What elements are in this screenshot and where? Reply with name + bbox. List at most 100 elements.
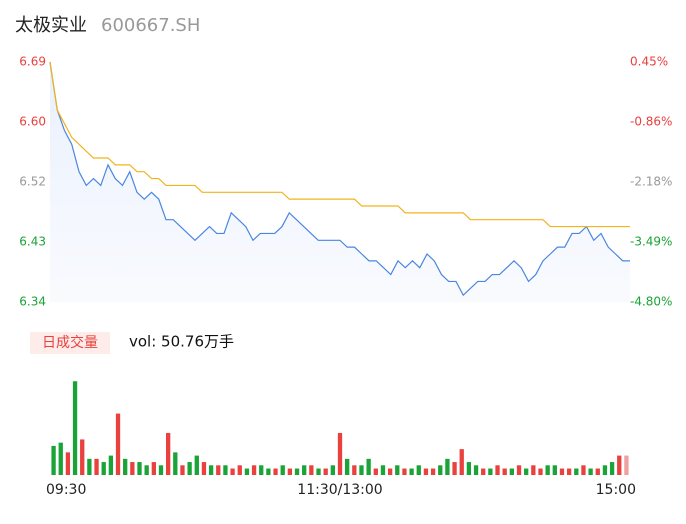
- volume-bar: [158, 465, 164, 475]
- volume-bar: [488, 468, 493, 475]
- volume-bar: [259, 465, 264, 475]
- volume-badge: [30, 332, 110, 354]
- volume-bar: [323, 468, 328, 475]
- volume-bar: [208, 465, 214, 475]
- volume-bar: [87, 458, 92, 475]
- volume-bar: [516, 465, 522, 475]
- volume-bar: [273, 468, 278, 475]
- price-area: [50, 62, 630, 302]
- y2-tick-label: 0.45%: [630, 55, 668, 69]
- volume-bar: [101, 462, 106, 475]
- volume-bar: [173, 452, 178, 475]
- volume-bar: [123, 458, 128, 475]
- volume-bar: [473, 465, 479, 475]
- volume-bar: [566, 468, 572, 475]
- volume-bar: [524, 468, 529, 475]
- volume-bar: [402, 468, 407, 475]
- volume-bar: [409, 468, 414, 475]
- volume-bar: [481, 468, 486, 475]
- volume-bar: [287, 468, 293, 475]
- volume-title: 日成交量: [42, 334, 98, 351]
- volume-bar: [166, 432, 171, 475]
- volume-bar: [538, 468, 543, 475]
- stock-code: 600667.SH: [101, 15, 200, 36]
- volume-bar: [609, 462, 615, 475]
- stock-name: 太极实业: [15, 15, 87, 36]
- volume-bar: [416, 465, 421, 475]
- volume-bar: [80, 439, 85, 475]
- volume-bar: [452, 462, 457, 475]
- volume-bar: [144, 465, 149, 475]
- y2-tick-label: -2.18%: [630, 175, 672, 189]
- y2-tick-label: -3.49%: [630, 235, 672, 249]
- volume-bar: [509, 468, 514, 475]
- volume-bar: [151, 462, 156, 475]
- volume-bar: [423, 468, 429, 475]
- volume-bar: [180, 465, 185, 475]
- volume-bar: [266, 468, 271, 475]
- volume-bar: [574, 468, 579, 475]
- volume-bar: [302, 465, 307, 475]
- volume-bar: [602, 465, 608, 475]
- volume-bar: [330, 465, 335, 475]
- y2-tick-label: -0.86%: [630, 115, 672, 129]
- volume-bar: [430, 468, 436, 475]
- volume-bar: [237, 465, 242, 475]
- volume-bar: [294, 468, 300, 475]
- volume-bar: [502, 468, 507, 475]
- volume-bar: [194, 455, 199, 475]
- volume-bar: [380, 465, 386, 475]
- y-tick-label: 6.34: [19, 295, 46, 309]
- volume-bar: [466, 462, 472, 475]
- price-line: [49, 61, 630, 297]
- volume-total: vol: 50.76万手: [129, 333, 234, 351]
- volume-bar: [581, 465, 586, 475]
- volume-bar: [337, 432, 343, 475]
- volume-bar: [595, 468, 600, 475]
- volume-bar: [387, 468, 393, 475]
- volume-bar: [531, 465, 536, 475]
- volume-bar: [316, 468, 321, 475]
- volume-bar: [115, 413, 121, 475]
- volume-bar: [309, 465, 314, 475]
- volume-bar: [459, 449, 464, 475]
- volume-bar: [588, 468, 593, 475]
- x-tick-label: 11:30/13:00: [297, 482, 382, 498]
- volume-bar: [137, 462, 142, 475]
- volume-bar: [617, 455, 622, 475]
- volume-bar: [58, 442, 63, 475]
- volume-bar: [559, 468, 565, 475]
- y-tick-label: 6.43: [19, 235, 46, 249]
- volume-bar: [445, 458, 450, 475]
- volume-bar: [72, 381, 78, 475]
- volume-bar: [130, 462, 135, 475]
- volume-bar: [373, 468, 378, 475]
- x-tick-label: 09:30: [46, 482, 86, 498]
- volume-bar: [395, 465, 400, 475]
- volume-bar: [438, 465, 443, 475]
- volume-bar: [187, 462, 192, 475]
- volume-bar: [251, 465, 257, 475]
- volume-bar: [223, 465, 228, 475]
- volume-bar: [545, 465, 550, 475]
- volume-bar: [552, 465, 557, 475]
- volume-bar: [108, 455, 114, 475]
- y2-tick-label: -4.80%: [630, 295, 672, 309]
- volume-bar: [51, 445, 56, 475]
- volume-bar: [345, 458, 350, 475]
- volume-bar: [94, 458, 99, 475]
- y-tick-label: 6.60: [19, 115, 46, 129]
- volume-bar: [352, 465, 357, 475]
- volume-bar: [280, 465, 285, 475]
- y-tick-label: 6.52: [19, 175, 46, 189]
- volume-bar: [359, 465, 364, 475]
- volume-bar: [65, 452, 71, 475]
- volume-bar: [201, 462, 207, 475]
- average-line: [49, 61, 630, 228]
- x-tick-label: 15:00: [596, 482, 636, 498]
- volume-bar: [230, 468, 235, 475]
- volume-bar: [216, 465, 221, 475]
- y-tick-label: 6.69: [19, 55, 46, 69]
